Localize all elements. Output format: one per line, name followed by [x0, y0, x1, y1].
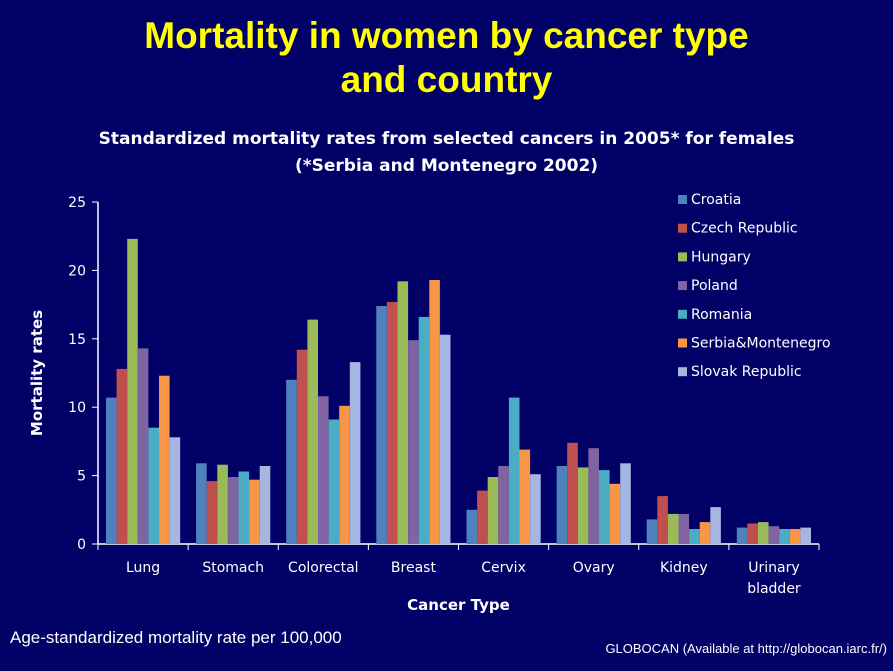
bar-serbia-montenegro-colorectal: [339, 405, 350, 544]
legend-swatch: [678, 252, 687, 262]
slide-title: Mortality in women by cancer type and co…: [0, 14, 893, 102]
y-tick-label: 15: [68, 332, 86, 348]
x-tick-label: bladder: [747, 581, 801, 597]
bar-serbia-montenegro-kidney: [699, 522, 711, 544]
bar-hungary-urinary-bladder: [758, 522, 769, 544]
x-tick-label: Ovary: [573, 560, 615, 576]
legend-swatch: [678, 367, 687, 377]
legend-label: Romania: [691, 307, 752, 323]
bar-czech-republic-breast: [386, 301, 398, 544]
bar-romania-kidney: [689, 529, 700, 544]
bar-slovak-republic-cervix: [530, 474, 541, 544]
bar-poland-colorectal: [318, 396, 329, 544]
bar-croatia-urinary-bladder: [736, 527, 748, 544]
chart-title: Standardized mortality rates from select…: [98, 129, 795, 149]
bar-serbia-montenegro-urinary-bladder: [789, 529, 801, 544]
bar-poland-urinary-bladder: [768, 526, 780, 544]
bar-romania-lung: [148, 427, 159, 544]
bar-romania-stomach: [238, 471, 250, 544]
legend-label: Serbia&Montenegro: [691, 336, 831, 352]
bar-serbia-montenegro-cervix: [519, 449, 531, 544]
y-tick-label: 10: [68, 400, 86, 416]
legend-swatch: [678, 338, 687, 348]
x-tick-label: Cervix: [481, 560, 526, 576]
bar-romania-urinary-bladder: [779, 529, 790, 544]
bar-serbia-montenegro-ovary: [609, 483, 621, 544]
bar-poland-cervix: [498, 466, 509, 544]
y-axis-title: Mortality rates: [28, 310, 46, 436]
bar-poland-ovary: [588, 448, 599, 544]
bar-slovak-republic-colorectal: [349, 362, 361, 544]
bar-romania-cervix: [508, 397, 520, 544]
footnote: Age-standardized mortality rate per 100,…: [10, 628, 342, 647]
y-tick-label: 20: [68, 263, 86, 279]
slide-title-line-1: Mortality in women by cancer type: [144, 15, 749, 56]
legend-label: Croatia: [691, 192, 741, 208]
bar-slovak-republic-kidney: [710, 507, 721, 544]
bar-czech-republic-urinary-bladder: [747, 523, 758, 544]
bar-hungary-colorectal: [307, 319, 318, 544]
bar-romania-colorectal: [328, 419, 340, 544]
bar-poland-kidney: [678, 513, 690, 544]
bar-hungary-kidney: [667, 513, 679, 544]
bar-czech-republic-lung: [116, 368, 128, 544]
x-tick-label: Kidney: [660, 560, 708, 576]
legend-label: Czech Republic: [691, 221, 798, 237]
bar-croatia-colorectal: [286, 379, 297, 544]
x-tick-label: Stomach: [202, 560, 264, 576]
bar-croatia-cervix: [466, 509, 478, 544]
legend-swatch: [678, 195, 687, 204]
x-tick-label: Breast: [391, 560, 437, 576]
bar-slovak-republic-stomach: [259, 466, 271, 544]
bar-hungary-ovary: [577, 467, 589, 544]
bar-poland-breast: [408, 340, 419, 544]
bar-slovak-republic-ovary: [620, 463, 631, 544]
bar-poland-stomach: [227, 477, 239, 544]
bar-czech-republic-cervix: [477, 490, 488, 544]
slide-title-line-2: and country: [340, 59, 553, 100]
bar-serbia-montenegro-breast: [429, 280, 440, 544]
legend-swatch: [678, 281, 687, 291]
legend-swatch: [678, 309, 687, 319]
legend-label: Hungary: [691, 249, 751, 265]
bar-romania-ovary: [599, 470, 610, 544]
bar-czech-republic-colorectal: [296, 349, 308, 544]
bar-hungary-lung: [127, 238, 138, 544]
x-axis-title: Cancer Type: [407, 596, 510, 614]
bar-hungary-breast: [397, 281, 409, 544]
y-tick-label: 5: [77, 469, 86, 485]
x-tick-label: Colorectal: [288, 560, 359, 576]
bar-slovak-republic-breast: [439, 334, 451, 544]
bar-czech-republic-stomach: [206, 481, 218, 544]
bar-croatia-stomach: [196, 463, 207, 544]
bar-croatia-kidney: [646, 519, 658, 544]
source-credit: GLOBOCAN (Available at http://globocan.i…: [605, 641, 887, 656]
legend-label: Slovak Republic: [691, 364, 802, 380]
bar-croatia-ovary: [556, 466, 568, 544]
bar-serbia-montenegro-lung: [159, 375, 170, 544]
x-tick-label: Lung: [126, 560, 160, 576]
bar-romania-breast: [418, 316, 430, 544]
bar-poland-lung: [137, 348, 149, 544]
bar-slovak-republic-urinary-bladder: [800, 527, 811, 544]
chart-subtitle: (*Serbia and Montenegro 2002): [294, 156, 599, 176]
bar-slovak-republic-lung: [169, 437, 181, 544]
bar-czech-republic-ovary: [567, 442, 578, 544]
chart-title-block: Standardized mortality rates from select…: [0, 126, 893, 180]
bar-czech-republic-kidney: [657, 496, 668, 544]
bar-serbia-montenegro-stomach: [249, 479, 260, 544]
y-tick-label: 0: [77, 537, 86, 553]
bar-hungary-cervix: [487, 477, 499, 544]
y-tick-label: 25: [68, 195, 86, 211]
x-tick-label: Urinary: [748, 560, 799, 576]
bar-hungary-stomach: [217, 464, 228, 544]
bar-croatia-breast: [376, 306, 387, 544]
legend-label: Poland: [691, 278, 738, 294]
legend-swatch: [678, 223, 687, 233]
bar-croatia-lung: [106, 397, 117, 544]
